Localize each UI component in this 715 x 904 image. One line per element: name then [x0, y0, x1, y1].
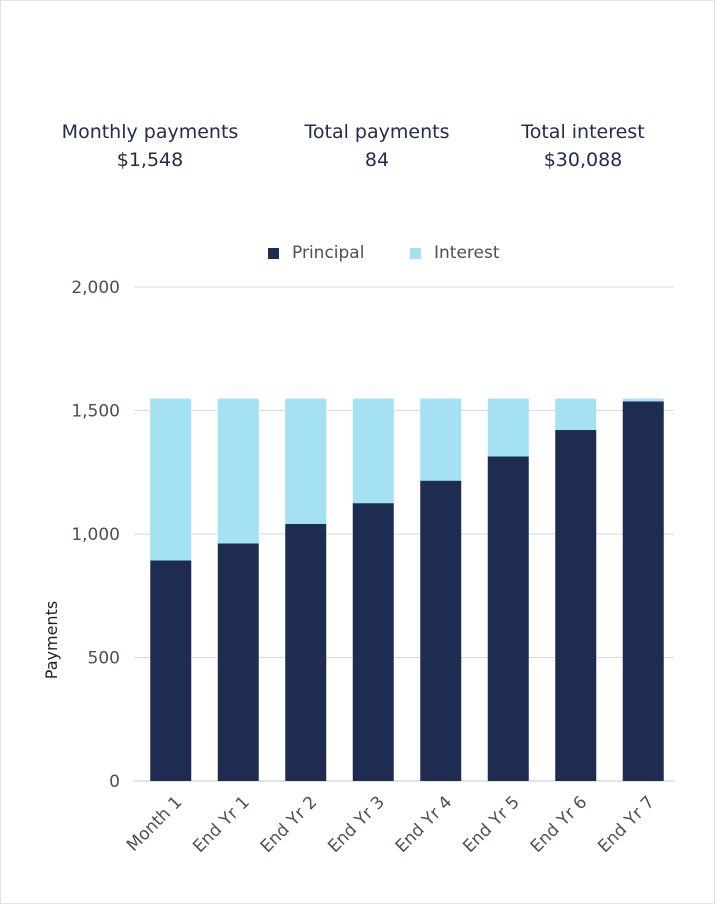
- bar-interest: [285, 398, 327, 524]
- y-axis-ticks: 0 500 1,000 1,500 2,000: [71, 278, 120, 792]
- x-tick-label: End Yr 4: [392, 792, 457, 857]
- x-tick-label: End Yr 7: [594, 792, 659, 857]
- monthly-payments-stat: Monthly payments $1,548: [40, 118, 260, 174]
- bar-principal: [555, 430, 597, 781]
- x-tick-label: Month 1: [123, 792, 186, 855]
- y-tick-label: 1,500: [71, 402, 120, 422]
- bar-principal: [217, 543, 259, 781]
- bar-principal: [150, 560, 192, 781]
- bar-interest: [352, 398, 394, 504]
- x-tick-label: End Yr 1: [189, 792, 254, 857]
- bar-interest: [150, 398, 192, 561]
- bar-interest: [420, 398, 462, 481]
- x-tick-label: End Yr 5: [459, 792, 524, 857]
- total-payments-label: Total payments: [304, 121, 450, 143]
- bar-interest: [487, 398, 529, 457]
- bar-interest: [622, 398, 664, 402]
- bar-principal: [420, 480, 462, 781]
- chart-legend: Principal Interest: [0, 239, 715, 267]
- x-tick-label: End Yr 6: [527, 792, 592, 857]
- bars: [150, 398, 664, 781]
- legend-label-principal: Principal: [292, 243, 365, 263]
- x-tick-label: End Yr 3: [324, 792, 389, 857]
- total-interest-label: Total interest: [521, 121, 645, 143]
- total-payments-value: 84: [364, 149, 390, 171]
- x-tick-label: End Yr 2: [257, 792, 322, 857]
- bar-principal: [352, 503, 394, 781]
- total-interest-value: $30,088: [543, 149, 623, 171]
- y-tick-label: 0: [109, 772, 120, 792]
- bar-principal: [487, 456, 529, 781]
- legend-label-interest: Interest: [434, 243, 500, 263]
- bar-principal: [622, 401, 664, 781]
- total-interest-stat: Total interest $30,088: [473, 118, 693, 174]
- monthly-payments-label: Monthly payments: [61, 121, 239, 143]
- bar-principal: [285, 523, 327, 781]
- loan-summary: Monthly payments $1,548 Total payments 8…: [0, 118, 715, 178]
- y-tick-label: 2,000: [71, 278, 120, 298]
- y-axis-label: Payments: [42, 601, 61, 679]
- y-tick-label: 1,000: [71, 525, 120, 545]
- total-payments-stat: Total payments 84: [267, 118, 487, 174]
- bar-interest: [555, 398, 597, 431]
- bar-interest: [217, 398, 259, 544]
- legend-item-principal: Principal: [268, 239, 364, 267]
- legend-item-interest: Interest: [410, 239, 500, 267]
- monthly-payments-value: $1,548: [116, 149, 184, 171]
- legend-swatch-interest: [410, 247, 421, 259]
- y-tick-label: 500: [88, 649, 120, 669]
- legend-swatch-principal: [268, 247, 279, 259]
